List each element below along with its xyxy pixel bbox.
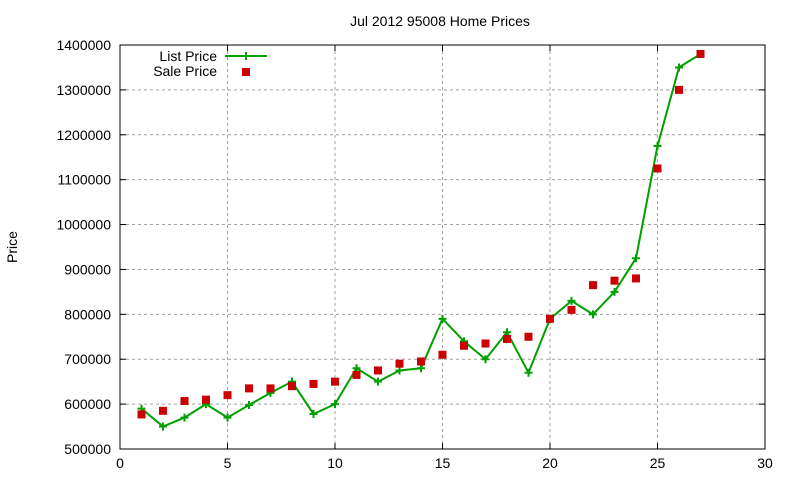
plus-marker-icon — [331, 400, 339, 409]
y-tick-label: 1000000 — [56, 217, 111, 233]
plus-marker-icon — [395, 366, 404, 375]
plus-marker-icon — [632, 254, 640, 263]
sale-price-point — [567, 305, 576, 314]
sale-price-point — [460, 341, 468, 350]
plus-marker-icon — [503, 328, 511, 337]
y-tick-label: 500000 — [64, 441, 111, 457]
sale-price-point — [395, 359, 404, 368]
plus-marker-icon — [417, 364, 425, 373]
x-tick-label: 0 — [116, 455, 124, 471]
legend-square-marker-icon — [242, 68, 250, 76]
y-tick-label: 1300000 — [56, 82, 111, 98]
x-tick-label: 10 — [327, 455, 343, 471]
legend-label-sale: Sale Price — [153, 63, 217, 79]
y-tick-label: 900000 — [64, 261, 111, 277]
plus-marker-icon — [567, 296, 576, 305]
y-tick-label: 1400000 — [56, 37, 111, 53]
sale-price-point — [546, 314, 554, 323]
legend: List Price Sale Price — [153, 48, 267, 79]
plus-marker-icon — [159, 422, 167, 431]
sale-price-point — [589, 281, 597, 290]
sale-price-point — [696, 49, 705, 58]
sale-price-point — [245, 384, 253, 393]
sale-price-point — [309, 379, 318, 388]
sale-price-point — [438, 350, 447, 359]
x-tick-label: 15 — [435, 455, 451, 471]
sale-price-point — [331, 377, 339, 386]
sale-price-point — [223, 391, 232, 400]
x-tick-label: 20 — [542, 455, 558, 471]
x-tick-label: 30 — [757, 455, 773, 471]
sale-price-point — [481, 339, 490, 348]
sale-price-point — [202, 395, 210, 404]
y-tick-label: 800000 — [64, 306, 111, 322]
plus-marker-icon — [245, 401, 253, 410]
plus-marker-icon — [438, 314, 447, 323]
sale-price-point — [417, 357, 425, 366]
plus-marker-icon — [675, 63, 683, 72]
y-tick-label: 600000 — [64, 396, 111, 412]
plus-marker-icon — [180, 413, 189, 422]
sale-price-point — [524, 332, 533, 341]
sale-price-point — [653, 164, 662, 173]
y-axis-label: Price — [4, 231, 20, 263]
plus-marker-icon — [610, 287, 619, 296]
sale-price-point — [137, 410, 146, 419]
plus-marker-icon — [589, 310, 597, 319]
legend-plus-marker-icon — [242, 52, 250, 60]
y-tick-label: 1100000 — [58, 172, 112, 188]
sale-price-point — [675, 85, 683, 94]
plus-marker-icon — [653, 142, 662, 150]
data-series — [137, 49, 705, 431]
sale-price-point — [180, 396, 189, 405]
plus-marker-icon — [374, 377, 382, 386]
sale-price-point — [503, 335, 511, 344]
sale-price-point — [352, 370, 361, 379]
sale-price-point — [610, 276, 619, 285]
legend-label-list: List Price — [159, 48, 217, 64]
axis-ticks: 0 5 10 15 20 25 30 500000 600000 700000 800000 9000… — [56, 37, 773, 471]
sale-price-point — [374, 366, 382, 375]
sale-price-point — [266, 384, 275, 393]
plus-marker-icon — [223, 413, 232, 422]
y-tick-label: 1200000 — [56, 127, 111, 143]
chart-title: Jul 2012 95008 Home Prices — [350, 13, 530, 29]
x-tick-label: 25 — [650, 455, 666, 471]
sale-price-point — [159, 406, 167, 415]
x-tick-label: 5 — [224, 455, 232, 471]
y-tick-label: 700000 — [64, 351, 111, 367]
plus-marker-icon — [524, 368, 533, 377]
sale-price-point — [288, 382, 296, 391]
plus-marker-icon — [352, 364, 361, 373]
sale-price-point — [632, 274, 640, 283]
plus-marker-icon — [481, 355, 490, 364]
plus-marker-icon — [309, 409, 318, 418]
